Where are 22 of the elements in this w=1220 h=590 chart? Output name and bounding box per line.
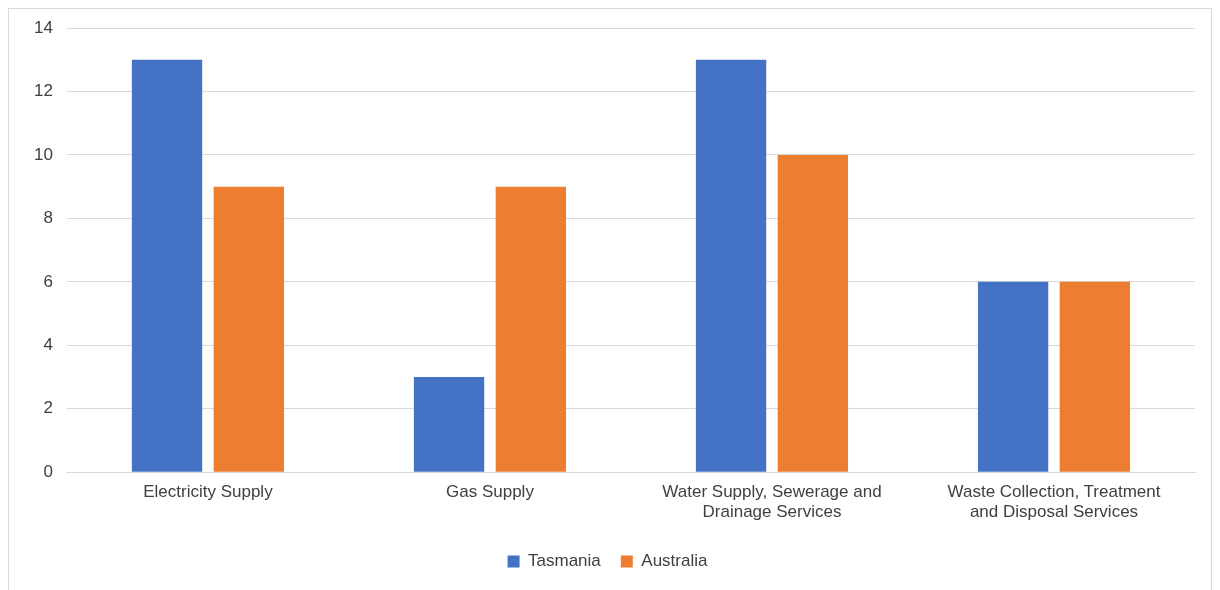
legend-label: Australia (641, 551, 708, 571)
x-tick-label: Electricity Supply (143, 482, 274, 502)
bar (495, 186, 567, 472)
x-tick-label: Gas Supply (446, 482, 535, 502)
bar (213, 186, 284, 472)
bar (777, 154, 849, 472)
bar (977, 281, 1049, 472)
y-tick-label: 6 (43, 271, 53, 291)
y-tick-label: 0 (43, 461, 53, 481)
x-tick-label: Waste Collection, Treatment and Disposal Services (947, 482, 1161, 522)
y-tick-label: 10 (33, 144, 53, 164)
y-tick-label: 2 (43, 398, 53, 418)
bar (695, 59, 767, 472)
y-tick-label: 12 (33, 81, 53, 101)
x-tick-label: Water Supply, Sewerage and Drainage Services (662, 482, 882, 522)
legend-label: Tasmania (528, 551, 602, 571)
y-tick-label: 14 (33, 17, 53, 37)
bar (1059, 281, 1131, 472)
y-tick-label: 8 (43, 208, 53, 228)
y-tick-label: 4 (43, 334, 53, 354)
bar (413, 377, 485, 472)
bar (131, 59, 203, 472)
